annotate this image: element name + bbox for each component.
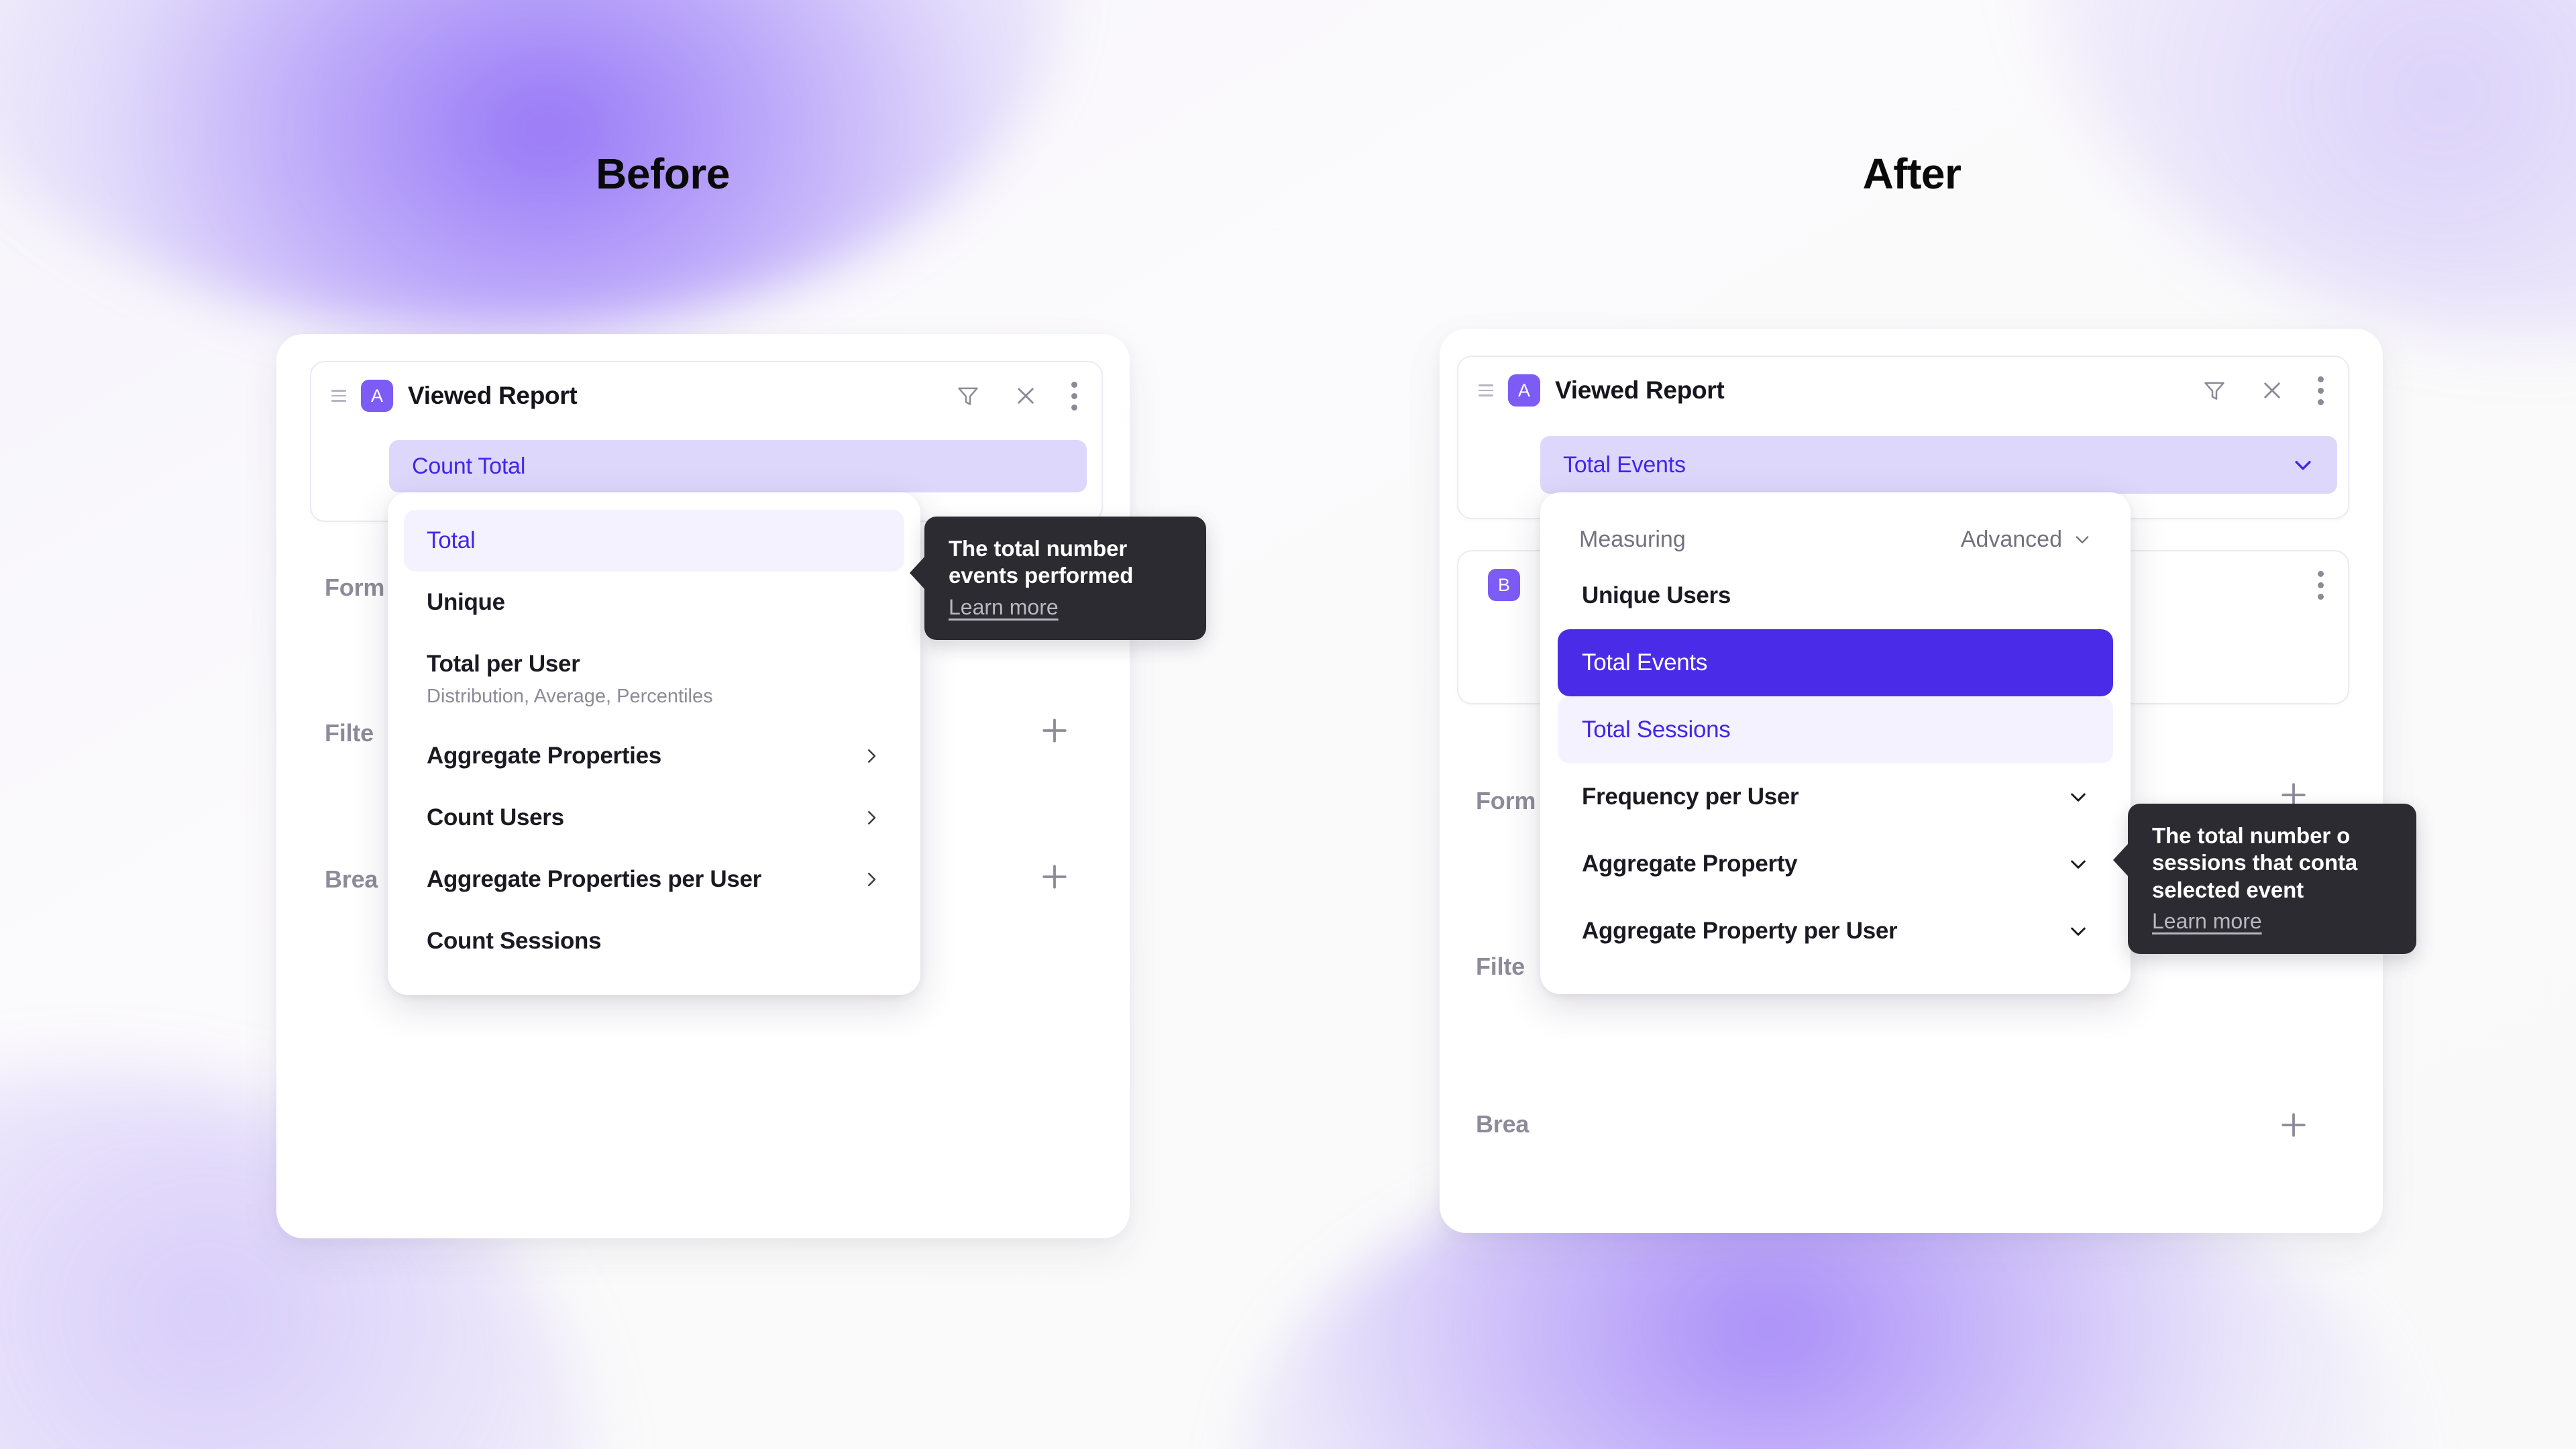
after-section-label-breakdown: Brea	[1476, 1110, 1529, 1138]
menu-item-label: Total per User	[427, 651, 580, 677]
event-badge-b: B	[1488, 569, 1520, 601]
before-section-label-filter: Filte	[325, 719, 374, 747]
before-add-breakdown-button[interactable]	[1036, 859, 1073, 895]
close-x-icon[interactable]	[1013, 383, 1038, 409]
after-menu-item-total-events[interactable]: Total Events	[1558, 629, 2113, 696]
chevron-right-icon	[861, 869, 881, 890]
menu-item-label: Aggregate Properties per User	[427, 866, 761, 892]
before-menu-item-total[interactable]: Total	[404, 510, 904, 572]
after-card-a-header-icons	[2202, 376, 2324, 405]
heading-before: Before	[596, 150, 730, 198]
chevron-down-icon	[2068, 853, 2089, 875]
after-menu-item-frequency-per-user[interactable]: Frequency per User	[1558, 763, 2113, 830]
chevron-down-icon	[2068, 920, 2089, 942]
drag-handle-icon[interactable]	[331, 390, 350, 402]
after-menu-item-aggregate-property-per-user[interactable]: Aggregate Property per User	[1558, 898, 2113, 965]
before-menu-item-aggregate-properties[interactable]: Aggregate Properties	[404, 725, 904, 787]
chevron-down-icon	[2068, 786, 2089, 808]
close-x-icon[interactable]	[2259, 378, 2285, 403]
before-tooltip: The total number events performed Learn …	[910, 517, 1206, 640]
kebab-menu-icon[interactable]	[2317, 376, 2324, 405]
after-card-b-header: B	[1458, 551, 2348, 619]
after-measure-dropdown: Measuring Advanced Unique Users Total Ev…	[1540, 492, 2131, 994]
after-add-breakdown-button[interactable]	[2275, 1107, 2312, 1143]
menu-item-sublabel: Distribution, Average, Percentiles	[427, 686, 713, 707]
after-tooltip-text: The total number o sessions that conta s…	[2152, 823, 2358, 902]
kebab-menu-icon[interactable]	[2317, 570, 2324, 600]
after-menu-mode-label: Advanced	[1960, 526, 2062, 552]
after-add-filter-button[interactable]	[2275, 777, 2312, 813]
after-section-label-formula: Form	[1476, 787, 1536, 814]
after-measure-select[interactable]: Total Events	[1540, 436, 2337, 494]
event-badge-a: A	[361, 380, 393, 412]
menu-item-label: Total Events	[1582, 649, 1708, 676]
menu-item-label: Aggregate Property per User	[1582, 918, 1898, 944]
before-measure-dropdown: Total Unique Total per User Distribution…	[388, 492, 920, 995]
after-tooltip: The total number o sessions that conta s…	[2113, 804, 2416, 954]
after-menu-header: Measuring Advanced	[1540, 492, 2131, 562]
chevron-right-icon	[861, 808, 881, 828]
after-measure-value: Total Events	[1563, 451, 1686, 478]
before-section-label-formula: Form	[325, 574, 385, 601]
before-tooltip-text: The total number events performed	[949, 536, 1134, 588]
before-measure-value: Count Total	[412, 453, 526, 479]
menu-item-label: Unique	[427, 589, 505, 615]
before-card-title: Viewed Report	[408, 382, 578, 409]
before-menu-item-count-sessions[interactable]: Count Sessions	[404, 910, 904, 972]
before-card-header: A Viewed Report	[311, 362, 1102, 429]
after-tooltip-learn-more-link[interactable]: Learn more	[2152, 908, 2262, 933]
before-section-label-breakdown: Brea	[325, 865, 378, 893]
before-menu-item-total-per-user[interactable]: Total per User Distribution, Average, Pe…	[404, 633, 904, 725]
before-menu-item-count-users[interactable]: Count Users	[404, 787, 904, 849]
chevron-right-icon	[861, 746, 881, 766]
menu-item-label: Unique Users	[1582, 582, 1731, 608]
menu-item-label: Count Users	[427, 804, 564, 830]
drag-handle-icon[interactable]	[1479, 384, 1497, 396]
after-menu-mode-toggle[interactable]: Advanced	[1961, 527, 2092, 553]
before-menu-item-unique[interactable]: Unique	[404, 572, 904, 633]
before-tooltip-learn-more-link[interactable]: Learn more	[949, 594, 1059, 619]
before-add-filter-button[interactable]	[1036, 712, 1073, 749]
after-menu-item-unique-users[interactable]: Unique Users	[1558, 562, 2113, 629]
menu-item-label: Aggregate Properties	[427, 743, 661, 769]
after-section-label-filter: Filte	[1476, 953, 1525, 980]
after-menu-header-title: Measuring	[1579, 526, 1686, 552]
menu-item-label: Frequency per User	[1582, 784, 1799, 810]
before-menu-item-aggregate-properties-per-user[interactable]: Aggregate Properties per User	[404, 849, 904, 910]
after-menu-item-total-sessions[interactable]: Total Sessions	[1558, 696, 2113, 763]
chevron-down-icon	[2292, 453, 2314, 476]
kebab-menu-icon[interactable]	[1071, 381, 1077, 411]
after-card-b-header-icons	[2317, 570, 2324, 600]
filter-funnel-icon[interactable]	[2202, 378, 2227, 403]
menu-item-label: Total	[427, 527, 476, 553]
heading-after: After	[1862, 150, 1962, 198]
menu-item-label: Total Sessions	[1582, 716, 1731, 743]
menu-item-label: Count Sessions	[427, 928, 602, 954]
chevron-down-icon	[2073, 530, 2092, 549]
after-card-a-header: A Viewed Report	[1458, 357, 2348, 424]
event-badge-a: A	[1508, 374, 1540, 407]
after-card-a-title: Viewed Report	[1555, 376, 1725, 404]
before-card-header-icons	[955, 381, 1077, 411]
menu-item-label: Aggregate Property	[1582, 851, 1798, 877]
before-measure-select[interactable]: Count Total	[389, 440, 1087, 492]
after-menu-item-aggregate-property[interactable]: Aggregate Property	[1558, 830, 2113, 898]
filter-funnel-icon[interactable]	[955, 383, 981, 409]
